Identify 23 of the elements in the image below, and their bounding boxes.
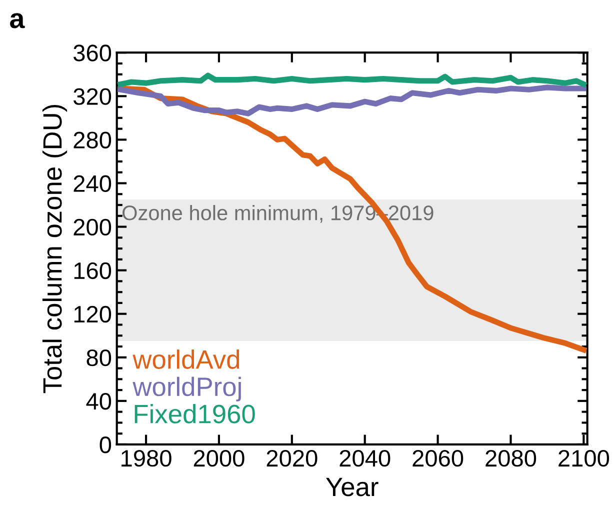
x-tick-label: 1980 [122,450,172,467]
x-axis-title: Year [326,478,378,496]
text: worldProj [132,376,241,402]
y-tick-label: 240 [74,175,112,192]
y-tick-label: 120 [74,306,112,323]
chart-title: a [10,13,25,28]
x-tick-label: 2020 [266,450,318,467]
y-axis-title: Total column ozone (DU) [42,104,68,394]
y-tick-label: 200 [74,218,112,236]
y-tick-label: 80 [86,349,112,366]
y-tick-label: 40 [86,392,112,410]
y-tick-label: 0 [100,436,112,454]
y-tick-label: 160 [74,262,112,280]
text: worldAvd [132,350,240,369]
x-tick-label: 2040 [340,450,390,467]
x-tick-label: 2060 [412,450,464,467]
x-tick-label: 2080 [486,450,536,467]
y-tick-label: 360 [74,44,112,62]
text: Fixed1960 [134,404,255,424]
x-tick-label: 2000 [194,450,244,467]
y-tick-label: 280 [74,132,112,148]
x-tick-label: 2100 [558,450,610,467]
y-tick-label: 320 [74,88,112,105]
